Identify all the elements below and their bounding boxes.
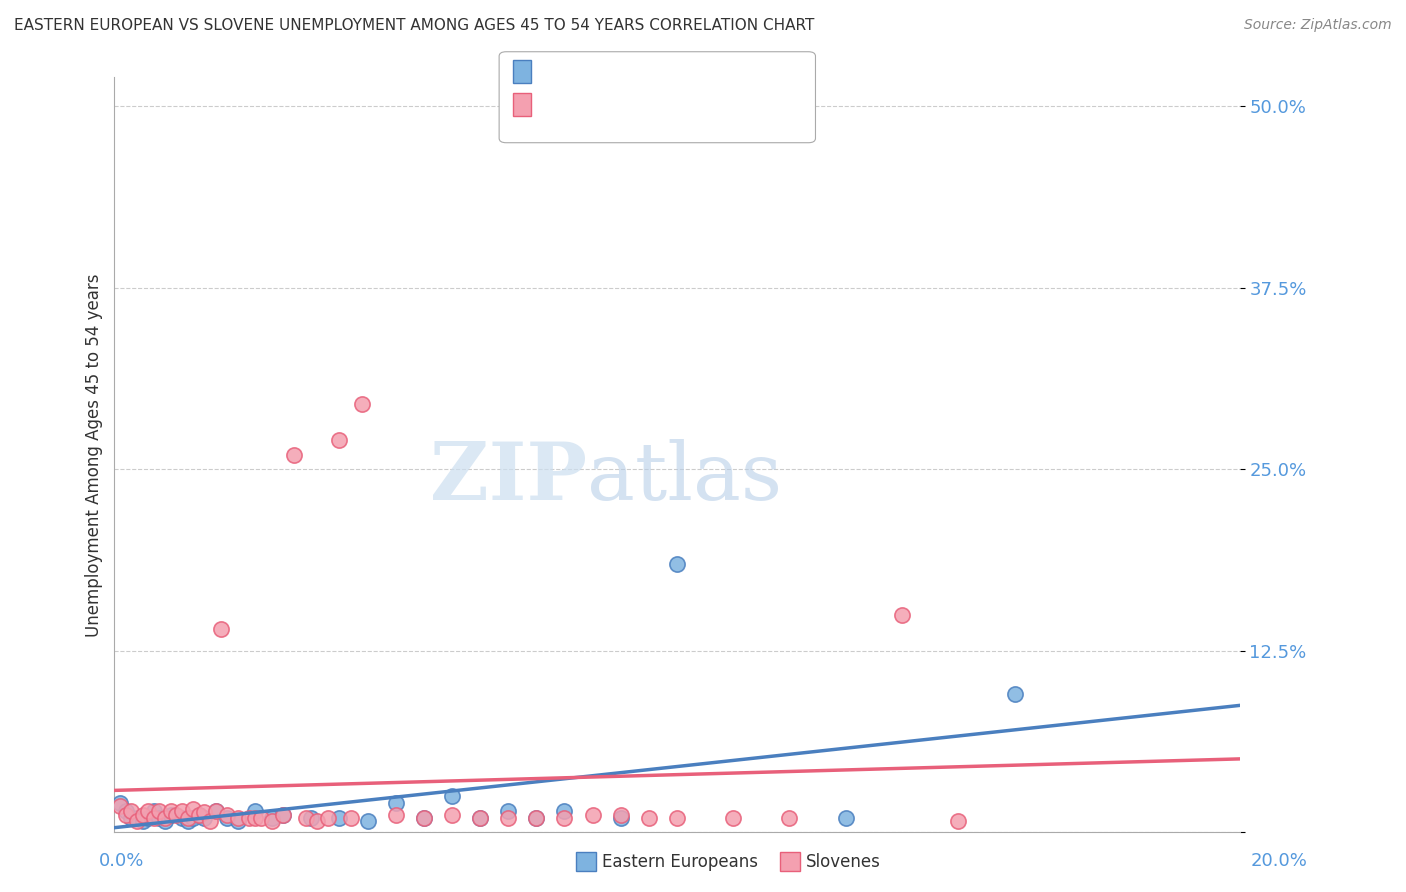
Point bbox=[260, 811, 283, 825]
Point bbox=[120, 804, 142, 818]
Point bbox=[142, 811, 165, 825]
Point bbox=[136, 811, 159, 825]
Point bbox=[723, 811, 745, 825]
Point bbox=[249, 811, 271, 825]
Point bbox=[412, 811, 434, 825]
Point bbox=[609, 808, 631, 822]
Point bbox=[384, 797, 406, 811]
Point bbox=[468, 811, 491, 825]
Text: Source: ZipAtlas.com: Source: ZipAtlas.com bbox=[1244, 18, 1392, 32]
Point bbox=[294, 811, 316, 825]
Text: R = 0.282   N = 48: R = 0.282 N = 48 bbox=[538, 95, 696, 113]
Point bbox=[779, 811, 801, 825]
Text: R = 0.236   N = 35: R = 0.236 N = 35 bbox=[538, 62, 696, 80]
Point bbox=[283, 448, 305, 462]
Point bbox=[215, 808, 238, 822]
Point bbox=[468, 811, 491, 825]
Point bbox=[193, 805, 215, 819]
Point bbox=[120, 811, 142, 825]
Point bbox=[260, 814, 283, 828]
Point bbox=[440, 808, 463, 822]
Point bbox=[153, 811, 176, 825]
Point bbox=[356, 814, 378, 828]
Text: 20.0%: 20.0% bbox=[1251, 852, 1308, 870]
Point bbox=[412, 811, 434, 825]
Point bbox=[835, 811, 858, 825]
Text: Eastern Europeans: Eastern Europeans bbox=[602, 853, 758, 871]
Point bbox=[665, 557, 688, 571]
Point bbox=[637, 811, 659, 825]
Point bbox=[948, 814, 970, 828]
Text: EASTERN EUROPEAN VS SLOVENE UNEMPLOYMENT AMONG AGES 45 TO 54 YEARS CORRELATION C: EASTERN EUROPEAN VS SLOVENE UNEMPLOYMENT… bbox=[14, 18, 814, 33]
Point bbox=[187, 808, 209, 822]
Point bbox=[243, 804, 266, 818]
Point bbox=[581, 808, 603, 822]
Point bbox=[226, 811, 249, 825]
Point bbox=[226, 814, 249, 828]
Point bbox=[153, 814, 176, 828]
Point bbox=[328, 434, 350, 448]
Point bbox=[170, 804, 193, 818]
Point bbox=[114, 808, 136, 822]
Point bbox=[299, 811, 322, 825]
Point bbox=[181, 802, 204, 816]
Point bbox=[350, 397, 373, 411]
Point bbox=[243, 811, 266, 825]
Point bbox=[1004, 688, 1026, 702]
Point bbox=[496, 811, 519, 825]
Point bbox=[440, 789, 463, 803]
Text: ZIP: ZIP bbox=[430, 439, 586, 516]
Point bbox=[131, 814, 153, 828]
Point bbox=[553, 804, 575, 818]
Point bbox=[524, 811, 547, 825]
Point bbox=[328, 811, 350, 825]
Point bbox=[204, 804, 226, 818]
Point bbox=[159, 808, 181, 822]
Text: 0.0%: 0.0% bbox=[98, 852, 143, 870]
Point bbox=[148, 811, 170, 825]
Point bbox=[553, 811, 575, 825]
Point bbox=[176, 811, 198, 825]
Point bbox=[496, 804, 519, 818]
Point bbox=[187, 808, 209, 822]
Point bbox=[159, 804, 181, 818]
Point bbox=[204, 804, 226, 818]
Point bbox=[665, 811, 688, 825]
Point bbox=[209, 622, 232, 636]
Text: atlas: atlas bbox=[586, 439, 782, 516]
Point bbox=[238, 811, 260, 825]
Point bbox=[609, 811, 631, 825]
Point bbox=[114, 804, 136, 818]
Point bbox=[193, 811, 215, 825]
Point bbox=[198, 814, 221, 828]
Point bbox=[524, 811, 547, 825]
Point bbox=[136, 804, 159, 818]
Point bbox=[891, 607, 914, 622]
Point bbox=[339, 811, 361, 825]
Point bbox=[108, 797, 131, 811]
Point bbox=[271, 808, 294, 822]
Point bbox=[142, 804, 165, 818]
Point bbox=[108, 799, 131, 814]
Point bbox=[316, 811, 339, 825]
Point bbox=[176, 814, 198, 828]
Point bbox=[271, 808, 294, 822]
Point bbox=[305, 814, 328, 828]
Point bbox=[384, 808, 406, 822]
Point bbox=[125, 811, 148, 825]
Point bbox=[215, 811, 238, 825]
Point bbox=[131, 808, 153, 822]
Point bbox=[170, 811, 193, 825]
Point bbox=[165, 808, 187, 822]
Point bbox=[125, 814, 148, 828]
Text: Slovenes: Slovenes bbox=[806, 853, 880, 871]
Point bbox=[181, 811, 204, 825]
Y-axis label: Unemployment Among Ages 45 to 54 years: Unemployment Among Ages 45 to 54 years bbox=[86, 273, 103, 637]
Point bbox=[148, 804, 170, 818]
